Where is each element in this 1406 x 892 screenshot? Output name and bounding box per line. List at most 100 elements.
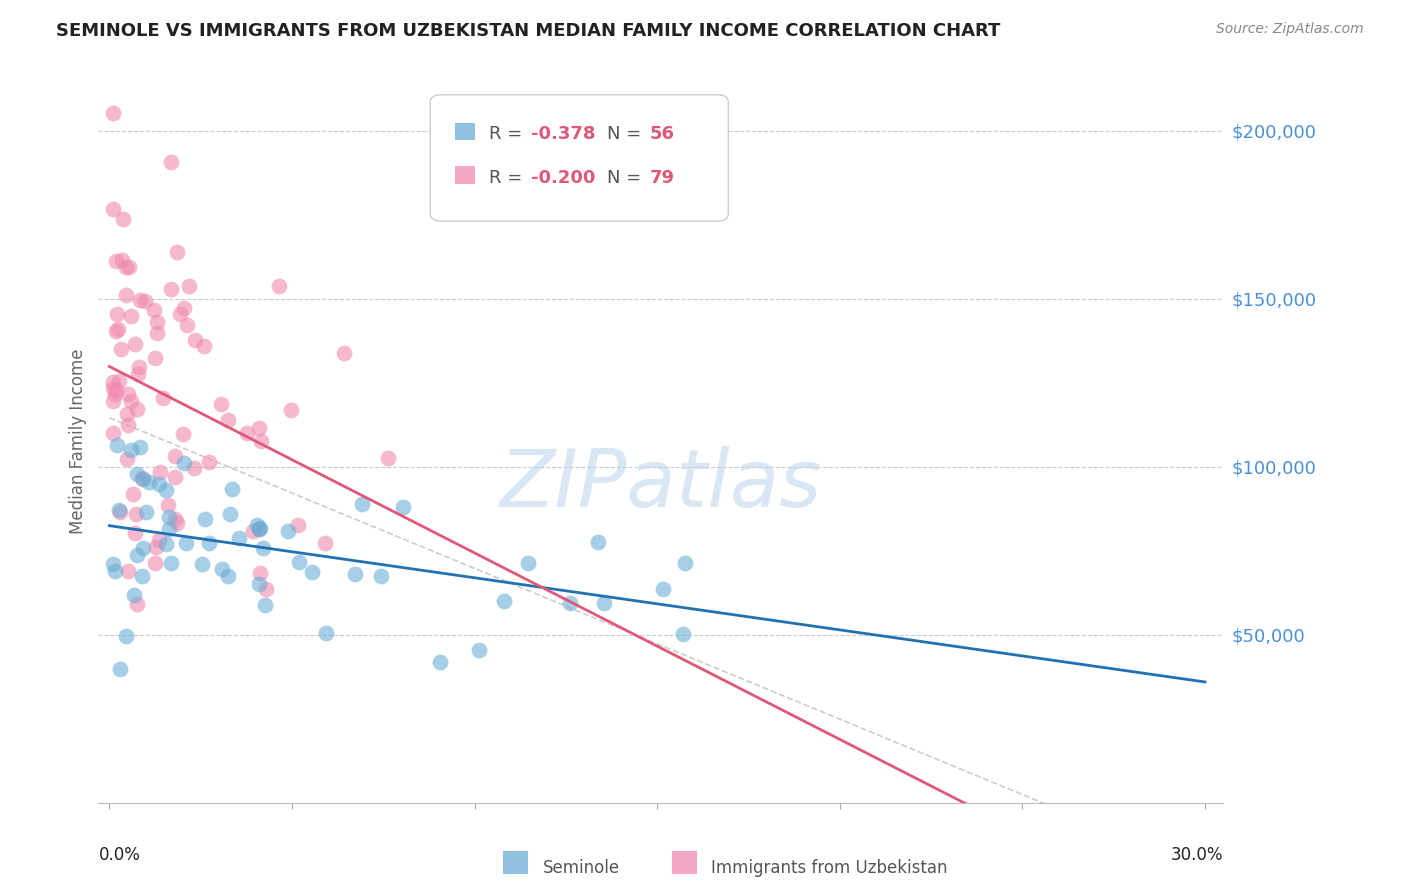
Point xyxy=(115,629,138,643)
Text: R =: R = xyxy=(489,169,527,186)
Point xyxy=(127,467,149,481)
Point xyxy=(146,326,169,341)
Point xyxy=(429,655,451,669)
Point xyxy=(246,518,269,533)
Text: 30.0%: 30.0% xyxy=(1171,847,1223,864)
Point xyxy=(236,426,259,441)
Point xyxy=(101,106,124,120)
FancyBboxPatch shape xyxy=(456,166,475,184)
Point xyxy=(101,202,124,216)
Point xyxy=(159,556,181,570)
Point xyxy=(155,483,177,498)
Point xyxy=(134,293,156,308)
Point xyxy=(468,643,491,657)
Point xyxy=(173,456,195,470)
Point xyxy=(184,333,207,347)
Text: ZIPatlas: ZIPatlas xyxy=(499,446,823,524)
Point xyxy=(110,343,132,357)
Point xyxy=(517,557,540,571)
Point xyxy=(343,567,366,582)
Point xyxy=(586,534,609,549)
Point xyxy=(352,496,374,510)
Point xyxy=(117,565,139,579)
Point xyxy=(149,465,172,479)
Y-axis label: Median Family Income: Median Family Income xyxy=(69,349,87,534)
Point xyxy=(148,533,170,548)
Point xyxy=(115,288,138,302)
Point xyxy=(593,596,616,610)
Text: Source: ZipAtlas.com: Source: ZipAtlas.com xyxy=(1216,22,1364,37)
Point xyxy=(128,359,150,374)
Point xyxy=(370,569,392,583)
Point xyxy=(155,537,177,551)
Point xyxy=(194,512,217,526)
Point xyxy=(652,582,675,596)
Point xyxy=(247,421,270,435)
Point xyxy=(108,505,131,519)
Point xyxy=(198,536,221,550)
Point xyxy=(101,557,124,571)
Text: -0.378: -0.378 xyxy=(531,126,596,144)
Point xyxy=(104,386,127,401)
Point xyxy=(128,293,150,307)
Point xyxy=(269,279,291,293)
Point xyxy=(122,587,145,601)
Point xyxy=(221,483,243,497)
Point xyxy=(105,254,128,268)
Point xyxy=(131,569,153,583)
Point xyxy=(145,540,167,554)
Point xyxy=(117,417,139,432)
Point xyxy=(120,310,142,324)
Point xyxy=(673,556,696,570)
Text: -0.200: -0.200 xyxy=(531,169,596,186)
Point xyxy=(148,476,170,491)
FancyBboxPatch shape xyxy=(456,123,475,140)
Point xyxy=(277,524,299,538)
Point xyxy=(193,339,215,353)
Point xyxy=(250,434,273,449)
Point xyxy=(166,245,188,260)
Point xyxy=(217,569,239,583)
Point xyxy=(152,391,174,405)
Point xyxy=(107,322,129,336)
Point xyxy=(125,597,148,611)
Point xyxy=(125,402,148,417)
Point xyxy=(143,351,166,365)
Text: 56: 56 xyxy=(650,126,675,144)
Point xyxy=(314,536,336,550)
Point xyxy=(111,253,134,268)
Point xyxy=(117,387,139,401)
Point xyxy=(252,541,274,555)
Point xyxy=(127,367,149,381)
Point xyxy=(247,522,270,536)
Point xyxy=(247,522,270,536)
Text: 79: 79 xyxy=(650,169,675,186)
Point xyxy=(165,470,187,484)
Point xyxy=(122,487,145,501)
Point xyxy=(242,524,264,539)
Point xyxy=(132,472,155,486)
Point xyxy=(183,461,205,475)
Point xyxy=(333,345,356,359)
Point xyxy=(101,381,124,395)
Point xyxy=(143,556,166,570)
Point xyxy=(301,565,323,579)
Point xyxy=(115,260,138,274)
Point xyxy=(219,507,242,521)
Text: Immigrants from Uzbekistan: Immigrants from Uzbekistan xyxy=(711,859,948,877)
Point xyxy=(142,303,165,318)
Point xyxy=(228,531,250,545)
Point xyxy=(560,597,582,611)
Point xyxy=(118,260,141,274)
Point xyxy=(157,523,180,537)
Point xyxy=(124,526,146,541)
Text: N =: N = xyxy=(607,126,647,144)
Point xyxy=(172,427,194,442)
FancyBboxPatch shape xyxy=(430,95,728,221)
Point xyxy=(288,555,311,569)
Point xyxy=(104,565,127,579)
Point xyxy=(131,541,153,555)
Point xyxy=(101,394,124,409)
FancyBboxPatch shape xyxy=(672,851,697,873)
Point xyxy=(253,599,276,613)
